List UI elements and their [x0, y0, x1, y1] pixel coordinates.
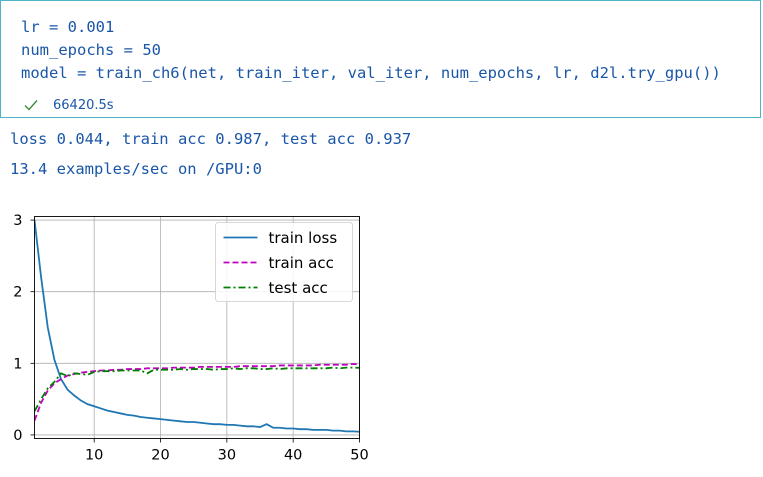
execution-status: 66420.5s	[23, 96, 114, 114]
x-tick-label: 40	[284, 448, 302, 464]
x-tick-label: 10	[85, 448, 103, 464]
series-line-train-loss	[34, 219, 360, 433]
y-tick-label: 2	[13, 285, 22, 301]
code-line-model: model = train_ch6(net, train_iter, val_i…	[21, 64, 721, 82]
code-line-lr: lr = 0.001	[21, 18, 115, 36]
legend-label: train loss	[269, 229, 338, 247]
y-tick-label: 3	[13, 213, 22, 229]
x-tick-label: 20	[151, 448, 169, 464]
legend-label: test acc	[269, 279, 328, 297]
legend-label: train acc	[269, 254, 334, 272]
y-tick-label: 1	[13, 356, 22, 372]
x-tick-label: 50	[350, 448, 368, 464]
axes-frame	[34, 216, 360, 439]
x-tick-label: 30	[218, 448, 236, 464]
output-throughput: 13.4 examples/sec on /GPU:0	[10, 160, 262, 178]
code-cell[interactable]: lr = 0.001 num_epochs = 50 model = train…	[0, 0, 761, 118]
series-line-test-acc	[34, 366, 360, 412]
output-metrics: loss 0.044, train acc 0.987, test acc 0.…	[10, 130, 412, 148]
check-icon	[24, 100, 38, 111]
code-line-epochs: num_epochs = 50	[21, 41, 161, 59]
legend-box	[215, 222, 353, 302]
y-tick-label: 0	[13, 428, 22, 444]
execution-time: 66420.5s	[53, 97, 114, 113]
